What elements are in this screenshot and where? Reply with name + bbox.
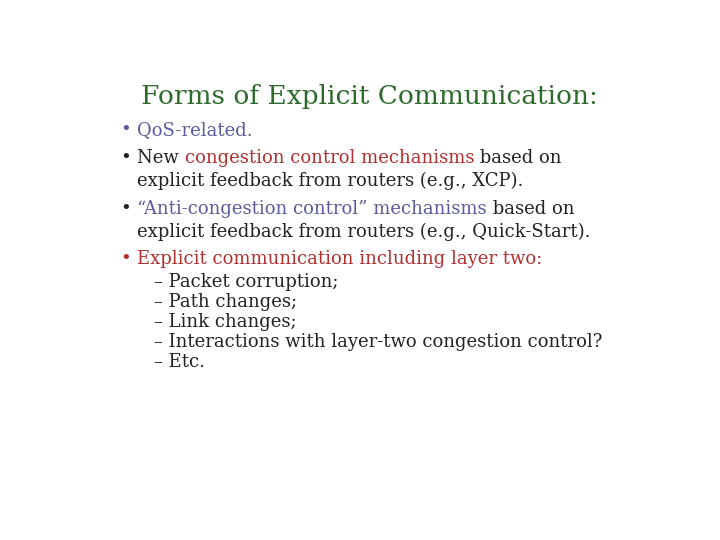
Text: explicit feedback from routers (e.g., Quick-Start).: explicit feedback from routers (e.g., Qu… — [138, 222, 591, 241]
Text: •: • — [121, 199, 132, 218]
Text: – Link changes;: – Link changes; — [154, 313, 297, 331]
Text: – Path changes;: – Path changes; — [154, 293, 297, 311]
Text: •: • — [121, 250, 132, 268]
Text: Explicit communication including layer two:: Explicit communication including layer t… — [138, 250, 543, 268]
Text: – Packet corruption;: – Packet corruption; — [154, 273, 338, 291]
Text: based on: based on — [474, 149, 562, 167]
Text: – Interactions with layer-two congestion control?: – Interactions with layer-two congestion… — [154, 333, 603, 351]
Text: QoS-related.: QoS-related. — [138, 121, 253, 139]
Text: •: • — [121, 121, 132, 139]
Text: Forms of Explicit Communication:: Forms of Explicit Communication: — [140, 84, 598, 109]
Text: congestion control mechanisms: congestion control mechanisms — [185, 149, 474, 167]
Text: based on: based on — [487, 199, 575, 218]
Text: •: • — [121, 149, 132, 167]
Text: “Anti-congestion control” mechanisms: “Anti-congestion control” mechanisms — [138, 199, 487, 218]
Text: New: New — [138, 149, 185, 167]
Text: explicit feedback from routers (e.g., XCP).: explicit feedback from routers (e.g., XC… — [138, 172, 524, 190]
Text: – Etc.: – Etc. — [154, 353, 205, 371]
